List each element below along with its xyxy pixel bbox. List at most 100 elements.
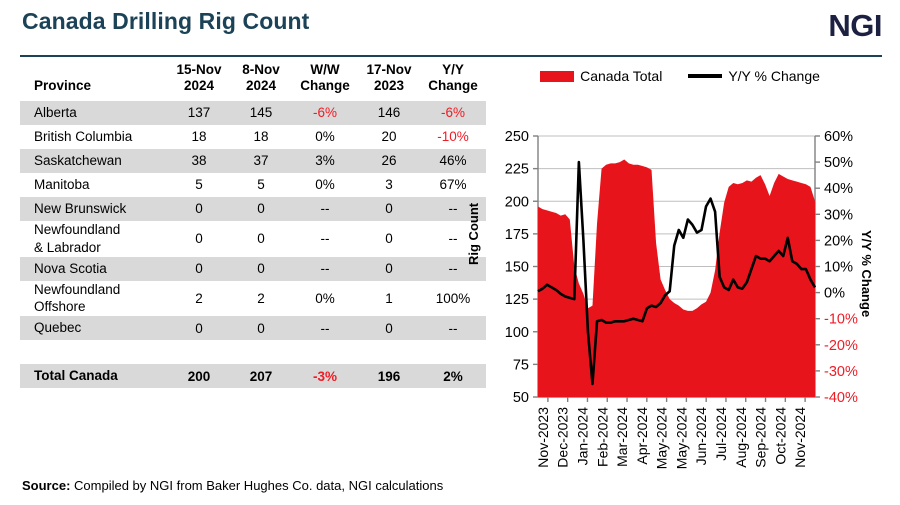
cell-total-prior-week: 207	[230, 364, 292, 389]
cell-prior-week: 2	[257, 290, 265, 306]
spacer-cell	[292, 340, 358, 365]
x-axis-tick-label: Nov-2024	[792, 407, 808, 468]
header-line1: Y/Y	[442, 62, 464, 77]
table-total-row: Total Canada 200 207 -3% 196 2%	[20, 364, 486, 389]
cell-total-label: Total Canada	[20, 364, 168, 389]
y-axis-tick-label: 50	[513, 390, 529, 406]
cell-current-week: 2	[195, 290, 203, 306]
table-row: Alberta 137 145 -6% 146 -6%	[20, 100, 486, 125]
column-header-yy-change: Y/Y Change	[420, 62, 486, 101]
cell-ww-change: 0%	[315, 129, 335, 145]
y-axis-tick-label: 75	[513, 357, 529, 373]
cell-yy-change: --	[448, 231, 458, 247]
rig-count-table: Province 15-Nov 2024 8-Nov 2024 W/W Chan…	[20, 62, 486, 389]
header-line2: Change	[300, 78, 350, 94]
header-line1: 15-Nov	[176, 62, 222, 77]
cell-province: Alberta	[20, 100, 168, 125]
cell-current-week: 0	[195, 231, 203, 247]
cell-yy-change: -6%	[420, 100, 486, 125]
x-axis-tick-label: Jun-2024	[693, 407, 709, 466]
y2-axis-tick-label: 0%	[824, 286, 845, 302]
y2-axis-tick-label: -20%	[824, 338, 858, 354]
cell-year-ago: 146	[358, 100, 420, 125]
spacer-cell	[20, 340, 168, 365]
page-title: Canada Drilling Rig Count	[22, 8, 310, 34]
table-row: Nova Scotia 0 0 -- 0 --	[20, 256, 486, 281]
y-axis-tick-label: 125	[505, 292, 529, 308]
cell-year-ago: 0	[358, 196, 420, 221]
cell-total-ww-change: -3%	[292, 364, 358, 389]
source-label: Source:	[22, 478, 71, 493]
rig-count-table-wrap: Province 15-Nov 2024 8-Nov 2024 W/W Chan…	[20, 62, 486, 389]
x-axis-tick-label: Jan-2024	[575, 407, 591, 466]
table-row: Newfoundland Offshore 2 2 0% 1 100%	[20, 281, 486, 317]
cell-prior-week: 0	[230, 196, 292, 221]
cell-yy-change: --	[420, 256, 486, 281]
legend-area-swatch-icon	[540, 70, 575, 82]
legend-label-yy-change: Y/Y % Change	[728, 68, 820, 84]
y-axis-tick-label: 225	[505, 162, 529, 178]
y2-axis-tick-label: -10%	[824, 312, 858, 328]
cell-year-ago: 0	[358, 256, 420, 281]
cell-province: Nova Scotia	[20, 256, 168, 281]
table-row: Manitoba 5 5 0% 3 67%	[20, 173, 486, 197]
y2-axis-tick-label: 20%	[824, 233, 853, 249]
x-axis-tick-label: May-2024	[673, 407, 689, 469]
cell-province: Newfoundland Offshore	[34, 281, 121, 315]
spacer-cell	[420, 340, 486, 365]
chart-legend: Canada Total Y/Y % Change	[470, 68, 890, 84]
cell-ww-change: 3%	[292, 148, 358, 173]
y2-axis-tick-label: 60%	[824, 129, 853, 145]
y2-axis-tick-label: 50%	[824, 155, 853, 171]
column-header-current-week: 15-Nov 2024	[168, 62, 230, 101]
cell-yy-change: 100%	[435, 290, 471, 306]
x-axis-tick-label: Oct-2024	[772, 407, 788, 465]
cell-total-year-ago: 196	[358, 364, 420, 389]
series-area-canada-total	[538, 159, 815, 397]
rig-count-chart: Canada Total Y/Y % Change Rig Count Y/Y …	[466, 60, 890, 472]
header-line1: 17-Nov	[366, 62, 412, 77]
y-axis-tick-label: 175	[505, 227, 529, 243]
legend-label-canada-total: Canada Total	[580, 68, 663, 84]
y2-axis-tick-label: 40%	[824, 181, 853, 197]
column-header-ww-change: W/W Change	[292, 62, 358, 101]
table-header-row: Province 15-Nov 2024 8-Nov 2024 W/W Chan…	[20, 62, 486, 101]
cell-current-week: 0	[168, 256, 230, 281]
cell-prior-week: 145	[230, 100, 292, 125]
header-line1: W/W	[310, 62, 340, 77]
x-axis-tick-label: Apr-2024	[634, 407, 650, 465]
cell-yy-change: --	[420, 196, 486, 221]
cell-year-ago: 0	[385, 231, 393, 247]
series-line-yy-change	[537, 160, 817, 386]
x-axis-tick-label: Jul-2024	[713, 407, 729, 461]
source-note: Source: Compiled by NGI from Baker Hughe…	[22, 478, 443, 493]
legend-line-swatch-icon	[688, 74, 723, 78]
cell-province: Manitoba	[34, 177, 90, 193]
cell-prior-week: 5	[257, 177, 265, 193]
cell-yy-change: 67%	[439, 177, 467, 193]
table-body: Alberta 137 145 -6% 146 -6% British Columbia 18…	[20, 100, 486, 389]
table-header: Province 15-Nov 2024 8-Nov 2024 W/W Chan…	[20, 62, 486, 101]
cell-province: New Brunswick	[20, 196, 168, 221]
y-axis-tick-label: 100	[505, 325, 529, 341]
table-row: New Brunswick 0 0 -- 0 --	[20, 196, 486, 221]
cell-current-week: 5	[195, 177, 203, 193]
table-row: Quebec 0 0 -- 0 --	[20, 316, 486, 341]
cell-prior-week: 0	[230, 316, 292, 341]
header-line2: 2023	[373, 78, 405, 94]
x-axis-tick-label: Mar-2024	[614, 407, 630, 467]
table-row: Newfoundland & Labrador 0 0 -- 0 --	[20, 221, 486, 257]
column-header-province: Province	[20, 62, 168, 101]
x-axis-tick-label: Feb-2024	[594, 407, 610, 467]
y-axis-tick-label: 150	[505, 260, 529, 276]
header-line2: Change	[428, 78, 478, 94]
cell-yy-change: -10%	[437, 129, 469, 145]
cell-year-ago: 0	[358, 316, 420, 341]
source-text: Compiled by NGI from Baker Hughes Co. da…	[74, 478, 444, 493]
cell-ww-change: -6%	[292, 100, 358, 125]
cell-total-current-week: 200	[168, 364, 230, 389]
ngi-logo: NGI	[828, 8, 882, 43]
chart-plot: 50 75 100 125 150 175 200 225 250 -40% -30% -20% -10…	[505, 129, 858, 469]
table-spacer-row	[20, 340, 486, 365]
table-row: British Columbia 18 18 0% 20 -10%	[20, 125, 486, 149]
